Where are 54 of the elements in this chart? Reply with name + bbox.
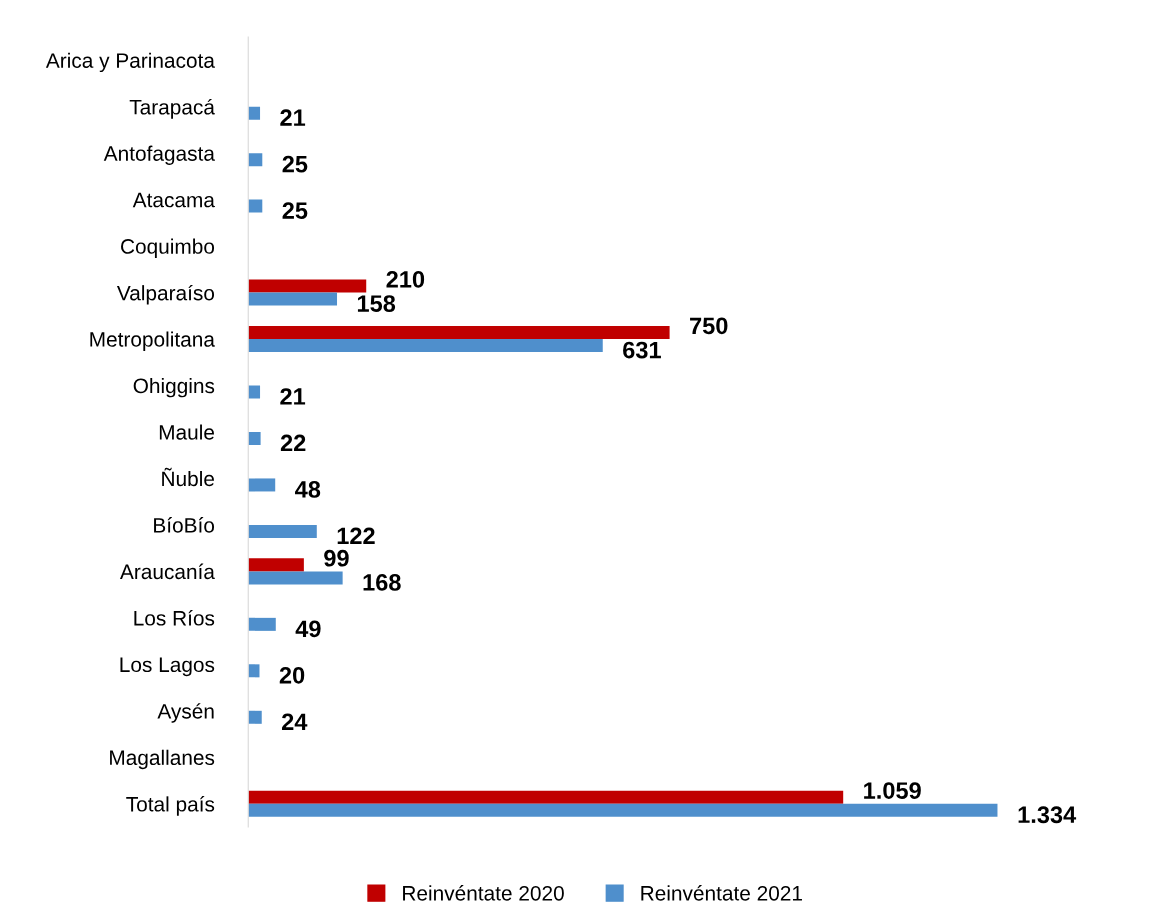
data-label: 25 <box>282 155 308 173</box>
data-label: 21 <box>280 388 306 405</box>
y-tick-label: Ñuble <box>162 467 214 487</box>
data-label: 24 <box>282 713 308 730</box>
bar <box>248 478 276 492</box>
y-tick-label: Los Lagos <box>120 657 215 677</box>
y-tick-label: Coquimbo <box>121 238 215 258</box>
bar <box>248 106 261 120</box>
data-label: 168 <box>363 574 401 591</box>
data-label: 99 <box>324 549 349 567</box>
y-tick-label: Maule <box>159 424 214 440</box>
data-label: 750 <box>690 317 728 335</box>
bar <box>248 558 304 572</box>
y-tick-label: Los Ríos <box>134 610 215 626</box>
y-tick-label: Atacama <box>132 192 215 208</box>
y-tick-label: Ohiggins <box>133 377 215 398</box>
bar <box>248 385 261 399</box>
y-tick-label: Total país <box>126 796 215 816</box>
data-label: 1.334 <box>1018 806 1077 824</box>
bar <box>248 279 367 293</box>
bar <box>248 803 998 817</box>
bar <box>248 524 317 538</box>
bar <box>248 790 844 804</box>
data-label: 25 <box>282 202 308 219</box>
bar <box>248 617 276 631</box>
bar <box>248 710 262 724</box>
y-tick-label: Arica y Parinacota <box>45 52 215 73</box>
legend-label: Reinvéntate 2020 <box>403 885 564 901</box>
data-label: 20 <box>279 666 305 684</box>
data-label: 158 <box>357 295 396 312</box>
bar <box>248 326 670 340</box>
y-tick-label: Tarapacá <box>129 99 215 119</box>
data-label: 631 <box>623 341 661 359</box>
data-label: 1.059 <box>864 782 921 799</box>
bar <box>248 431 261 445</box>
y-tick-label: Magallanes <box>110 749 215 770</box>
data-label: 22 <box>280 434 306 452</box>
y-tick-label: Araucanía <box>120 563 215 580</box>
data-label: 48 <box>295 481 321 498</box>
bar <box>248 199 263 213</box>
data-label: 49 <box>295 620 321 638</box>
bar <box>248 339 603 353</box>
data-label: 21 <box>280 109 306 126</box>
data-label: 210 <box>386 271 425 288</box>
bar <box>248 153 263 167</box>
data-label: 122 <box>337 527 375 545</box>
bar <box>248 292 338 306</box>
y-tick-label: Antofagasta <box>103 145 215 166</box>
legend-label: Reinvéntate 2021 <box>641 885 802 901</box>
bar <box>248 571 343 585</box>
y-tick-label: BíoBío <box>154 517 215 533</box>
y-tick-label: Valparaíso <box>116 284 215 305</box>
y-tick-label: Aysén <box>157 703 214 723</box>
y-tick-label: Metropolitana <box>90 331 215 351</box>
